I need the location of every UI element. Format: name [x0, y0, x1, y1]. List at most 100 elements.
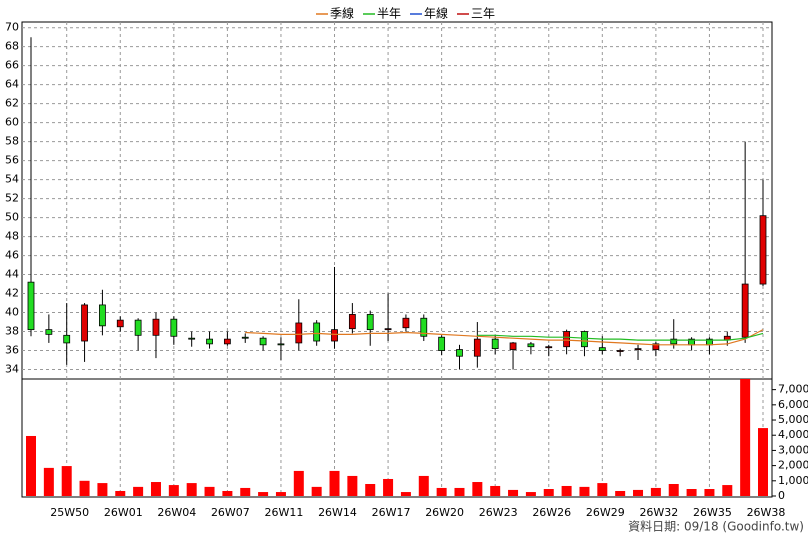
y-tick-label: 68 [5, 40, 19, 53]
candle-body [206, 338, 213, 345]
volume-bar [365, 483, 376, 496]
y-tick-label: 60 [5, 116, 19, 129]
y2-tick-label: 2,000 [778, 459, 808, 472]
y-tick-label: 34 [5, 363, 19, 376]
x-tick-label: 26W29 [586, 506, 625, 519]
volume-bar [311, 486, 322, 496]
volume-bar [115, 490, 126, 496]
volume-bar [454, 487, 465, 496]
candle-body [384, 328, 392, 331]
candle-body [81, 304, 88, 342]
y-tick-label: 38 [5, 325, 19, 338]
volume-bar [668, 483, 679, 496]
ma-line [245, 329, 764, 346]
y-tick-label: 62 [5, 97, 19, 110]
candle-body [456, 349, 463, 357]
candle-body [634, 348, 642, 351]
y2-tick-label: 7,000 [778, 383, 808, 396]
candle-body [581, 331, 588, 348]
y-tick-label: 44 [5, 268, 19, 281]
candle-body [616, 350, 624, 352]
candle-body [652, 343, 660, 350]
candle-body [759, 215, 767, 285]
volume-bar [615, 490, 626, 496]
volume-bar [97, 483, 108, 496]
legend-label: 半年 [377, 7, 401, 21]
candle-body [509, 342, 517, 350]
x-tick-label: 25W50 [50, 506, 89, 519]
candle-body [527, 343, 535, 348]
candle-body [99, 304, 106, 327]
candle-body [670, 338, 678, 345]
ma-line [477, 332, 764, 341]
volume-bar [347, 475, 358, 496]
candle-body [45, 329, 53, 335]
x-tick-label: 26W14 [318, 506, 357, 519]
volume-bar [79, 480, 90, 496]
candle-body [741, 283, 749, 338]
x-tick-label: 26W17 [372, 506, 411, 519]
y-tick-label: 50 [5, 211, 19, 224]
candle-body [545, 346, 553, 349]
candle-body [438, 336, 446, 351]
candle-body [366, 314, 374, 331]
candle-body [420, 317, 428, 337]
volume-bar [168, 485, 179, 496]
volume-bar [400, 492, 411, 496]
y-tick-label: 52 [5, 192, 19, 205]
candle-body [473, 338, 481, 357]
candle-body [223, 338, 231, 345]
volume-bar [704, 489, 715, 496]
candle-body [27, 281, 35, 331]
candle-body [116, 319, 124, 328]
volume-bar [275, 492, 286, 496]
y-tick-label: 54 [5, 173, 19, 186]
x-tick-label: 26W35 [693, 506, 732, 519]
volume-bar [186, 483, 197, 496]
candle-body [170, 318, 178, 337]
y-tick-label: 66 [5, 59, 19, 72]
volume-bar [686, 489, 697, 496]
candle-body [295, 322, 303, 344]
volume-bar [722, 485, 733, 496]
candle-body [259, 337, 267, 346]
volume-bar [61, 466, 72, 496]
source-note: 資料日期: 09/18 (Goodinfo.tw) [628, 520, 804, 534]
x-tick-label: 26W26 [532, 506, 571, 519]
volume-bar [579, 486, 590, 496]
volume-bar [633, 489, 644, 496]
x-tick-label: 26W20 [425, 506, 464, 519]
volume-bar [258, 492, 269, 496]
y2-tick-label: 5,000 [778, 413, 808, 426]
volume-bar [561, 485, 572, 496]
legend-label: 年線 [424, 6, 448, 21]
volume-bar [293, 470, 304, 496]
candle-body [241, 336, 249, 339]
y-tick-label: 40 [5, 306, 19, 319]
x-tick-label: 26W11 [265, 506, 304, 519]
candle-body [188, 337, 196, 340]
volume-bar [508, 489, 519, 496]
y-tick-label: 48 [5, 230, 19, 243]
y2-tick-label: 3,000 [778, 443, 808, 456]
volume-bar [418, 475, 429, 496]
y-tick-label: 70 [5, 21, 19, 34]
x-tick-label: 26W07 [211, 506, 250, 519]
candle-body [598, 347, 606, 351]
legend-label: 三年 [471, 7, 495, 21]
x-tick-label: 26W01 [104, 506, 143, 519]
candle-body [331, 329, 338, 342]
volume-bar [240, 487, 251, 496]
candle-body [491, 338, 499, 350]
volume-bar [490, 485, 501, 496]
candle-body [348, 314, 356, 330]
volume-bar [133, 486, 144, 496]
volume-bar [150, 482, 161, 496]
y-tick-label: 46 [5, 249, 19, 262]
volume-bar [222, 490, 233, 496]
x-tick-label: 26W23 [479, 506, 518, 519]
volume-bar [543, 489, 554, 496]
y2-tick-label: 4,000 [778, 428, 808, 441]
y-tick-label: 56 [5, 154, 19, 167]
